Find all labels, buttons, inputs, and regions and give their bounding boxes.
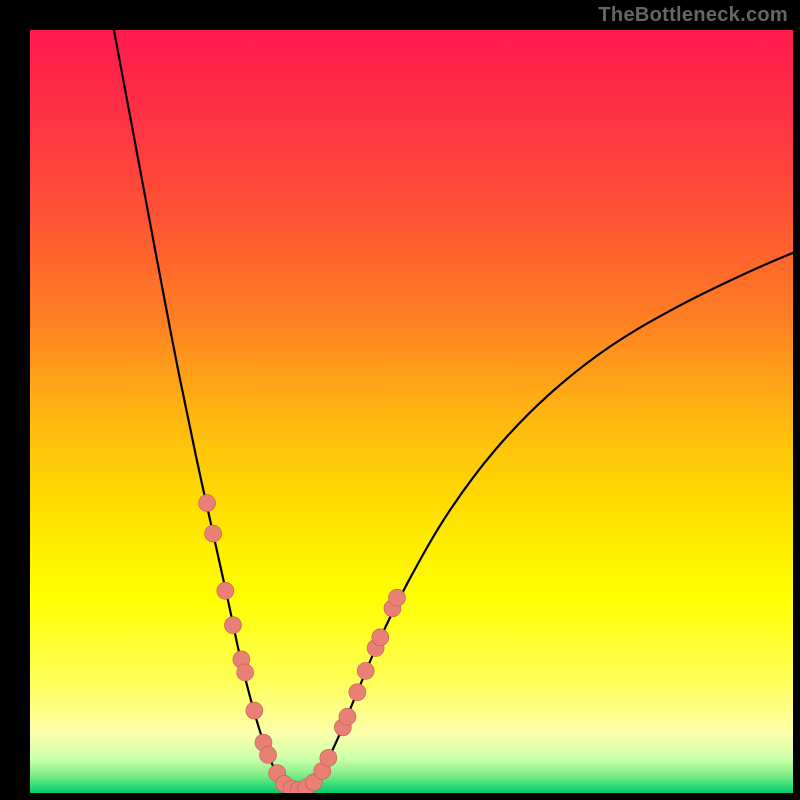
chart-frame: TheBottleneck.com [0,0,800,800]
chart-svg [0,0,800,800]
